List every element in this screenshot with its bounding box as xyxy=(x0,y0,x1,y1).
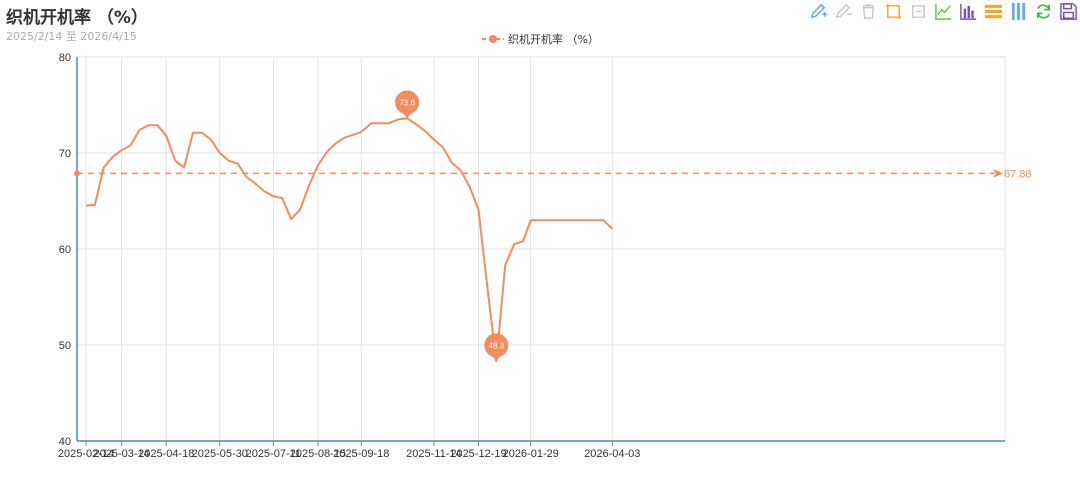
x-tick-label: 2025-12-19 xyxy=(450,448,506,460)
save-image-icon[interactable] xyxy=(1059,2,1078,21)
chart-title: 织机开机率 （%） xyxy=(6,8,148,28)
y-tick-label: 60 xyxy=(59,244,71,256)
min-mark-label: 48.3 xyxy=(489,341,505,350)
axis-ticks: 40 50 60 70 80 2025-02-142025-03-142025-04-18… xyxy=(58,52,1005,460)
mark-pen-icon[interactable] xyxy=(809,2,828,21)
min-mark-point: 48.3 xyxy=(484,333,509,362)
x-tick-label: 2025-11-14 xyxy=(406,448,461,460)
x-tick-label: 2025-08-15 xyxy=(290,448,346,460)
x-tick-label: 2025-03-14 xyxy=(94,448,150,460)
tiled-icon[interactable] xyxy=(1009,2,1028,21)
x-tick-label: 2025-05-30 xyxy=(192,448,248,460)
toolbox xyxy=(809,2,1078,21)
restore-icon[interactable] xyxy=(1034,2,1053,21)
zoom-icon[interactable] xyxy=(884,2,903,21)
series-line xyxy=(85,117,613,363)
mark-pin-head xyxy=(484,333,509,358)
y-tick-label: 80 xyxy=(59,52,71,64)
average-line-label: 67.88 xyxy=(1004,168,1032,180)
legend-line-icon xyxy=(482,35,504,43)
line-chart-icon[interactable] xyxy=(934,2,953,21)
stack-icon[interactable] xyxy=(984,2,1003,21)
mark-points: 73.6 48.3 xyxy=(395,90,509,362)
x-tick-label: 2026-04-03 xyxy=(584,448,640,460)
average-line-arrow xyxy=(993,168,1003,178)
legend[interactable]: 织机开机率 （%） xyxy=(482,31,599,47)
mark-pin-head xyxy=(395,90,420,115)
max-mark-label: 73.6 xyxy=(399,98,415,107)
max-mark-point: 73.6 xyxy=(395,90,420,119)
y-tick-label: 70 xyxy=(59,148,71,160)
y-tick-label: 40 xyxy=(59,436,71,448)
series-group xyxy=(85,117,613,363)
average-line-group: 67.88 xyxy=(74,168,1032,180)
erase-icon[interactable] xyxy=(834,2,853,21)
x-tick-label: 2025-09-18 xyxy=(333,448,389,460)
y-tick-label: 50 xyxy=(59,340,71,352)
clear-marks-icon[interactable] xyxy=(859,2,878,21)
date-range-subtitle: 2025/2/14 至 2026/4/15 xyxy=(6,30,137,43)
x-tick-label: 2025-04-18 xyxy=(138,448,194,460)
bar-chart-icon[interactable] xyxy=(959,2,978,21)
x-tick-label: 2025-02-14 xyxy=(58,448,114,460)
x-tick-label: 2025-07-11 xyxy=(246,448,301,460)
legend-label: 织机开机率 （%） xyxy=(508,33,599,46)
x-tick-label: 2026-01-29 xyxy=(503,448,559,460)
zoom-reset-icon[interactable] xyxy=(909,2,928,21)
grid-lines xyxy=(77,56,1006,442)
